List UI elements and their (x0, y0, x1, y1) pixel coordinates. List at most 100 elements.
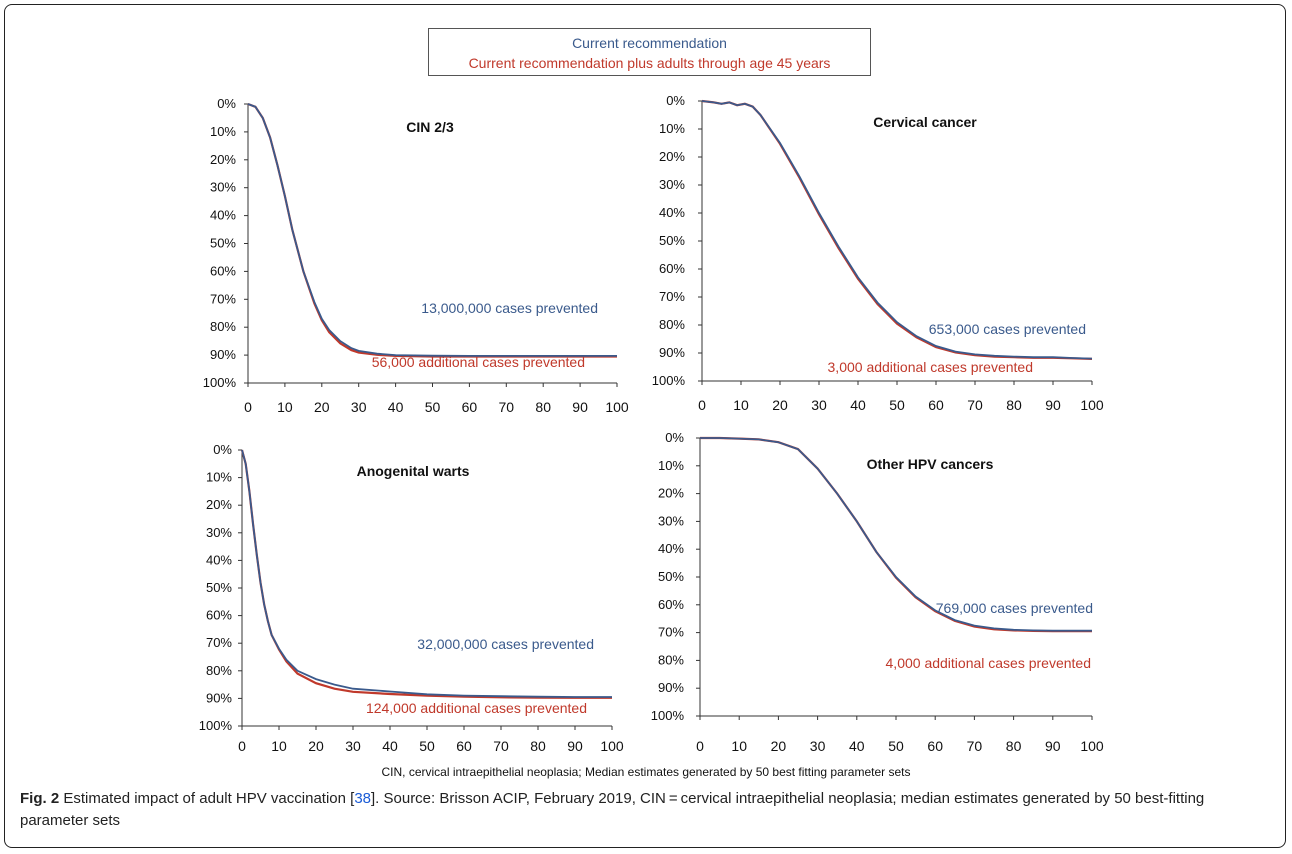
y-tick-label: 70% (210, 291, 236, 306)
x-tick-label: 30 (811, 397, 827, 413)
caption-text-before: Estimated impact of adult HPV vaccinatio… (59, 790, 355, 807)
x-tick-label: 30 (351, 399, 367, 415)
x-tick-label: 20 (772, 397, 788, 413)
y-tick-label: 90% (659, 345, 685, 360)
series-line-plus (247, 102, 617, 358)
x-tick-label: 20 (771, 738, 787, 754)
series-line-current (241, 449, 612, 698)
x-tick-label: 0 (698, 397, 706, 413)
annotation-additional-cases-prevented: 56,000 additional cases prevented (372, 354, 585, 370)
x-tick-label: 30 (810, 738, 826, 754)
x-tick-label: 90 (1045, 397, 1061, 413)
chart-panel-2: 0% 10% 20% 30% 40% 50% 60% 70% 80% 90% 100% 0 10 20 30… (652, 93, 1104, 413)
y-tick-label: 80% (658, 652, 684, 667)
chart-panel-1: 0% 10% 20% 30% 40% 50% 60% 70% 80% 90% 100% 0 10 20 30… (203, 96, 629, 415)
y-tick-label: 20% (659, 149, 685, 164)
y-tick-label: 10% (210, 124, 236, 139)
y-tick-label: 60% (210, 263, 236, 278)
y-tick-label: 90% (210, 347, 236, 362)
y-tick-label: 80% (210, 319, 236, 334)
x-tick-label: 60 (927, 738, 943, 754)
x-tick-label: 80 (1006, 738, 1022, 754)
y-tick-label: 20% (206, 497, 232, 512)
y-tick-label: 0% (217, 96, 236, 111)
x-tick-label: 70 (499, 399, 515, 415)
annotation-cases-prevented: 13,000,000 cases prevented (421, 300, 598, 316)
chart-panels: 0%10%20%30%40%50%60%70%80%90%100%0 10 20 30… (199, 93, 1104, 754)
chart-title: Cervical cancer (873, 114, 977, 130)
series-line-current (701, 100, 1093, 360)
legend-entry-current: Current recommendation (572, 35, 727, 51)
y-tick-label: 100% (651, 708, 685, 723)
x-tick-label: 60 (456, 738, 472, 754)
reference-link[interactable]: 38 (354, 790, 371, 807)
y-tick-label: 50% (659, 233, 685, 248)
y-tick-label: 70% (659, 289, 685, 304)
x-tick-label: 40 (849, 738, 865, 754)
y-tick-label: 30% (210, 180, 236, 195)
x-tick-label: 30 (345, 738, 361, 754)
series-line-current (700, 437, 1092, 632)
legend-entry-plus: Current recommendation plus adults throu… (468, 55, 831, 71)
chart-title: CIN 2/3 (406, 119, 454, 135)
y-tick-label: 10% (659, 121, 685, 136)
x-tick-label: 70 (967, 397, 983, 413)
y-tick-label: 100% (199, 718, 233, 733)
annotation-cases-prevented: 769,000 cases prevented (936, 600, 1093, 616)
y-tick-label: 50% (658, 569, 684, 584)
x-tick-label: 100 (1080, 738, 1104, 754)
y-tick-label: 100% (203, 375, 237, 390)
x-tick-label: 50 (888, 738, 904, 754)
x-tick-label: 40 (382, 738, 398, 754)
x-tick-label: 60 (928, 397, 944, 413)
y-tick-label: 50% (206, 580, 232, 595)
x-tick-label: 0 (244, 399, 252, 415)
y-tick-label: 40% (210, 208, 236, 223)
x-tick-label: 50 (419, 738, 435, 754)
x-tick-label: 0 (696, 738, 704, 754)
x-tick-label: 10 (277, 399, 293, 415)
x-tick-label: 90 (1045, 738, 1061, 754)
y-tick-label: 30% (206, 525, 232, 540)
annotation-additional-cases-prevented: 124,000 additional cases prevented (366, 700, 587, 716)
x-tick-label: 90 (567, 738, 583, 754)
x-tick-label: 10 (731, 738, 747, 754)
y-tick-label: 60% (658, 597, 684, 612)
x-tick-label: 10 (733, 397, 749, 413)
x-tick-label: 70 (493, 738, 509, 754)
series-line-plus (240, 449, 612, 699)
x-tick-label: 40 (850, 397, 866, 413)
x-tick-label: 100 (605, 399, 629, 415)
annotation-cases-prevented: 32,000,000 cases prevented (417, 636, 594, 652)
x-tick-label: 20 (308, 738, 324, 754)
y-tick-label: 30% (658, 513, 684, 528)
x-tick-label: 0 (238, 738, 246, 754)
y-tick-label: 30% (659, 177, 685, 192)
y-tick-label: 0% (213, 442, 232, 457)
y-tick-label: 10% (206, 470, 232, 485)
y-tick-label: 0% (666, 93, 685, 108)
x-tick-label: 90 (572, 399, 588, 415)
chart-panel-4: 0% 10% 20% 30% 40% 50% 60% 70% 80% 90% 100% 0 10 20 30… (651, 430, 1104, 754)
x-tick-label: 20 (314, 399, 330, 415)
x-tick-label: 80 (1006, 397, 1022, 413)
legend: Current recommendation Current recommend… (428, 28, 871, 76)
y-tick-label: 60% (206, 608, 232, 623)
figure-caption: Fig. 2 Estimated impact of adult HPV vac… (20, 788, 1270, 832)
y-tick-label: 40% (206, 552, 232, 567)
x-tick-label: 10 (271, 738, 287, 754)
x-tick-label: 60 (462, 399, 478, 415)
y-tick-label: 70% (658, 625, 684, 640)
caption-text-after: ]. Source: Brisson ACIP, February 2019, … (20, 790, 1205, 829)
y-tick-label: 80% (659, 317, 685, 332)
y-tick-label: 0% (665, 430, 684, 445)
x-tick-label: 50 (889, 397, 905, 413)
x-tick-label: 50 (425, 399, 441, 415)
x-tick-label: 100 (1080, 397, 1104, 413)
annotation-cases-prevented: 653,000 cases prevented (929, 321, 1086, 337)
y-tick-label: 20% (658, 486, 684, 501)
annotation-additional-cases-prevented: 3,000 additional cases prevented (828, 359, 1033, 375)
y-tick-label: 10% (658, 458, 684, 473)
x-tick-label: 80 (535, 399, 551, 415)
x-tick-label: 40 (388, 399, 404, 415)
